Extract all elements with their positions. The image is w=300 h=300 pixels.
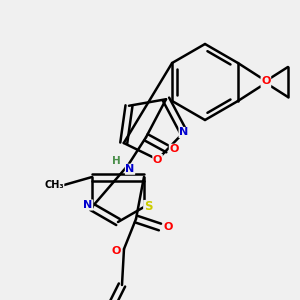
- Text: CH₃: CH₃: [44, 180, 64, 190]
- Text: O: O: [169, 144, 179, 154]
- Text: N: N: [179, 128, 188, 137]
- Text: O: O: [163, 222, 173, 232]
- Text: H: H: [112, 156, 120, 166]
- Text: O: O: [261, 76, 271, 86]
- Text: N: N: [125, 164, 135, 174]
- Text: S: S: [144, 200, 152, 214]
- Text: N: N: [83, 200, 93, 210]
- Text: O: O: [261, 78, 271, 88]
- Text: O: O: [111, 246, 121, 256]
- Text: O: O: [153, 154, 162, 164]
